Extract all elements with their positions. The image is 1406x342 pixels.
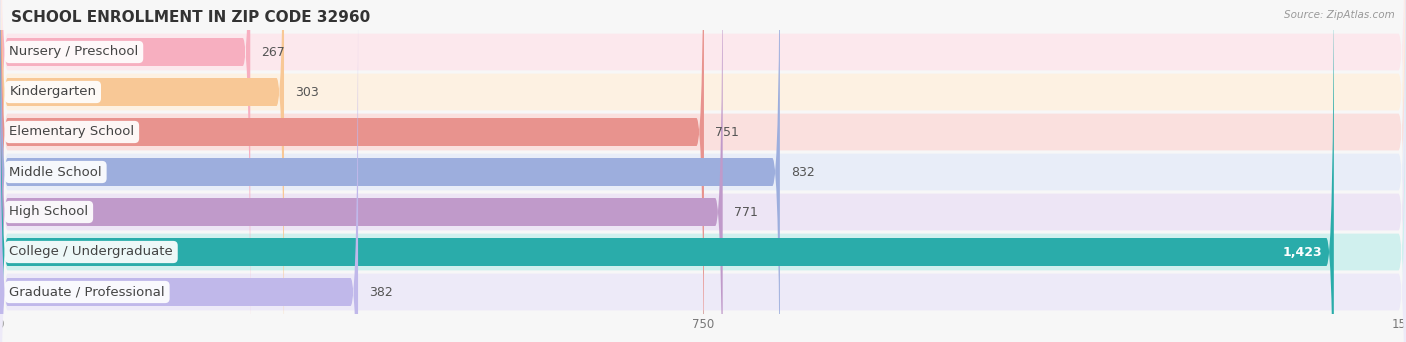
Text: SCHOOL ENROLLMENT IN ZIP CODE 32960: SCHOOL ENROLLMENT IN ZIP CODE 32960 bbox=[11, 10, 371, 25]
Text: Source: ZipAtlas.com: Source: ZipAtlas.com bbox=[1284, 10, 1395, 20]
Text: 382: 382 bbox=[370, 286, 394, 299]
FancyBboxPatch shape bbox=[0, 0, 359, 342]
Text: 303: 303 bbox=[295, 86, 319, 98]
Text: College / Undergraduate: College / Undergraduate bbox=[10, 246, 173, 259]
Text: High School: High School bbox=[10, 206, 89, 219]
FancyBboxPatch shape bbox=[0, 0, 284, 342]
Text: 771: 771 bbox=[734, 206, 758, 219]
FancyBboxPatch shape bbox=[0, 0, 250, 342]
Text: Nursery / Preschool: Nursery / Preschool bbox=[10, 45, 139, 58]
Text: 267: 267 bbox=[262, 45, 285, 58]
Text: Graduate / Professional: Graduate / Professional bbox=[10, 286, 165, 299]
FancyBboxPatch shape bbox=[0, 0, 780, 342]
FancyBboxPatch shape bbox=[0, 0, 1334, 342]
Text: Middle School: Middle School bbox=[10, 166, 103, 179]
FancyBboxPatch shape bbox=[0, 0, 723, 342]
Text: 751: 751 bbox=[716, 126, 740, 139]
Text: 832: 832 bbox=[792, 166, 815, 179]
Text: Elementary School: Elementary School bbox=[10, 126, 135, 139]
Text: Kindergarten: Kindergarten bbox=[10, 86, 97, 98]
Text: 1,423: 1,423 bbox=[1282, 246, 1323, 259]
FancyBboxPatch shape bbox=[0, 0, 704, 342]
